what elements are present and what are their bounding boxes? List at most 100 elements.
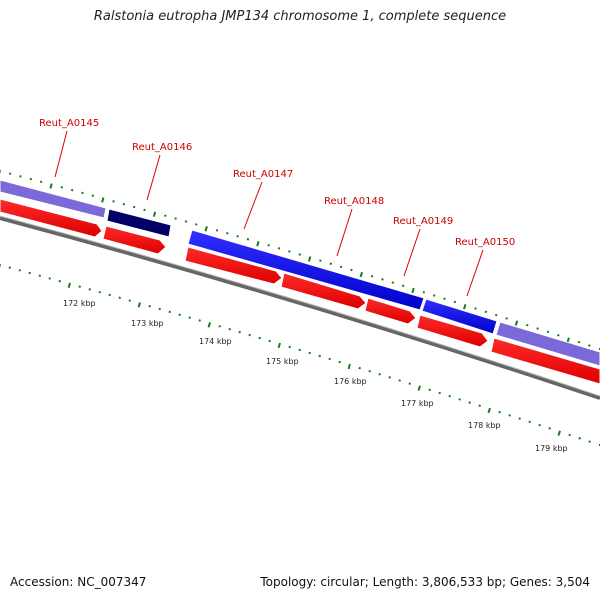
upper-tick: [453, 300, 457, 304]
gene-label-leader-line: [243, 181, 263, 230]
scale-tick-label: 173 kbp: [131, 319, 164, 328]
upper-tick: [101, 197, 105, 203]
lower-tick: [188, 316, 191, 319]
upper-tick: [422, 290, 426, 294]
lower-tick: [468, 401, 471, 404]
cds-arrow-track: [0, 198, 600, 385]
cds-arrow-3[interactable]: [184, 246, 283, 285]
gene-label[interactable]: Reut_A0145: [39, 118, 99, 129]
upper-tick: [288, 250, 291, 253]
gene-label[interactable]: Reut_A0147: [233, 169, 293, 180]
upper-tick: [91, 194, 95, 197]
upper-tick: [112, 200, 115, 203]
upper-tick: [339, 265, 343, 269]
backbone-highlight: [0, 215, 600, 397]
upper-tick: [370, 275, 374, 278]
upper-tick: [143, 208, 146, 212]
upper-tick: [381, 278, 384, 281]
lower-tick: [408, 382, 411, 385]
gene-label[interactable]: Reut_A0150: [455, 237, 515, 248]
cds-arrow-7[interactable]: [490, 337, 600, 385]
upper-tick: [484, 310, 488, 314]
lower-tick: [218, 325, 221, 328]
gene-block-reut-a0146[interactable]: [106, 208, 172, 238]
upper-tick: [132, 205, 136, 209]
lower-tick: [198, 319, 201, 322]
scale-tick-label: 174 kbp: [199, 337, 232, 346]
gene-label-leader-line: [403, 228, 421, 277]
lower-tick: [428, 388, 431, 392]
upper-tick: [526, 323, 529, 327]
lower-tick: [368, 369, 371, 373]
lower-tick: [338, 360, 341, 364]
lower-tick: [38, 274, 41, 277]
cds-arrow-5[interactable]: [364, 297, 417, 325]
gene-label[interactable]: Reut_A0149: [393, 216, 453, 227]
lower-tick: [557, 430, 561, 436]
upper-tick: [319, 259, 322, 262]
upper-tick: [359, 271, 364, 278]
lower-tick: [238, 330, 241, 334]
lower-tick: [178, 313, 181, 316]
upper-tick: [8, 172, 12, 175]
lower-tick: [298, 348, 301, 352]
upper-tick: [588, 344, 591, 347]
scale-tick-label: 177 kbp: [401, 399, 434, 408]
cds-arrow-1[interactable]: [0, 198, 103, 238]
upper-tick: [557, 333, 560, 337]
cds-arrow-6[interactable]: [416, 314, 489, 348]
gene-block-reut-a0149[interactable]: [421, 298, 498, 335]
lower-tick: [347, 363, 351, 370]
upper-tick: [164, 214, 167, 217]
upper-tick: [267, 244, 270, 247]
gene-label-leader-line: [146, 154, 161, 201]
scale-labels: 172 kbp 173 kbp 174 kbp 175 kbp 176 kbp …: [63, 299, 568, 453]
gene-labels: Reut_A0145 Reut_A0146 Reut_A0147 Reut_A0…: [39, 118, 515, 248]
upper-tick: [29, 177, 33, 181]
lower-tick: [118, 296, 121, 299]
lower-tick: [308, 351, 311, 355]
upper-tick: [174, 217, 177, 220]
lower-tick: [388, 376, 391, 379]
upper-tick: [184, 220, 188, 223]
lower-tick: [158, 307, 161, 311]
lower-tick: [548, 427, 551, 430]
upper-tick: [329, 262, 332, 265]
gene-block-reut-a0150[interactable]: [495, 321, 600, 367]
lower-tick: [458, 398, 461, 401]
scale-tick-label: 175 kbp: [266, 357, 299, 366]
upper-tick: [401, 284, 405, 288]
upper-tick: [577, 340, 581, 344]
lower-tick: [358, 366, 361, 370]
upper-tick: [536, 327, 539, 330]
upper-tick: [411, 287, 415, 294]
lower-tick: [78, 285, 81, 288]
upper-tick: [81, 191, 84, 195]
lower-tick: [277, 342, 281, 349]
upper-tick: [391, 281, 395, 284]
gene-block-reut-a0145[interactable]: [0, 179, 107, 219]
upper-tick: [474, 307, 477, 310]
cds-arrow-2[interactable]: [102, 225, 167, 255]
lower-tick: [58, 279, 61, 283]
lower-tick: [528, 420, 531, 424]
gene-label-leaders: [54, 130, 484, 297]
scale-tick-label: 179 kbp: [535, 444, 568, 453]
genome-summary: Topology: circular; Length: 3,806,533 bp…: [260, 575, 590, 589]
upper-tick: [39, 180, 43, 184]
cds-arrow-4[interactable]: [280, 272, 367, 310]
gene-block-reut-a0147[interactable]: [187, 229, 425, 311]
gene-label[interactable]: Reut_A0146: [132, 142, 192, 153]
lower-tick: [268, 339, 271, 343]
lower-tick: [128, 299, 131, 302]
gene-label[interactable]: Reut_A0148: [324, 196, 384, 207]
upper-tick: [514, 320, 519, 326]
lower-tick: [417, 385, 421, 391]
lower-tick: [508, 414, 511, 417]
lower-tick: [108, 293, 111, 297]
lower-tick: [518, 417, 521, 420]
upper-tick: [122, 202, 126, 206]
lower-tick: [498, 410, 501, 414]
upper-tick-row: [0, 170, 600, 350]
